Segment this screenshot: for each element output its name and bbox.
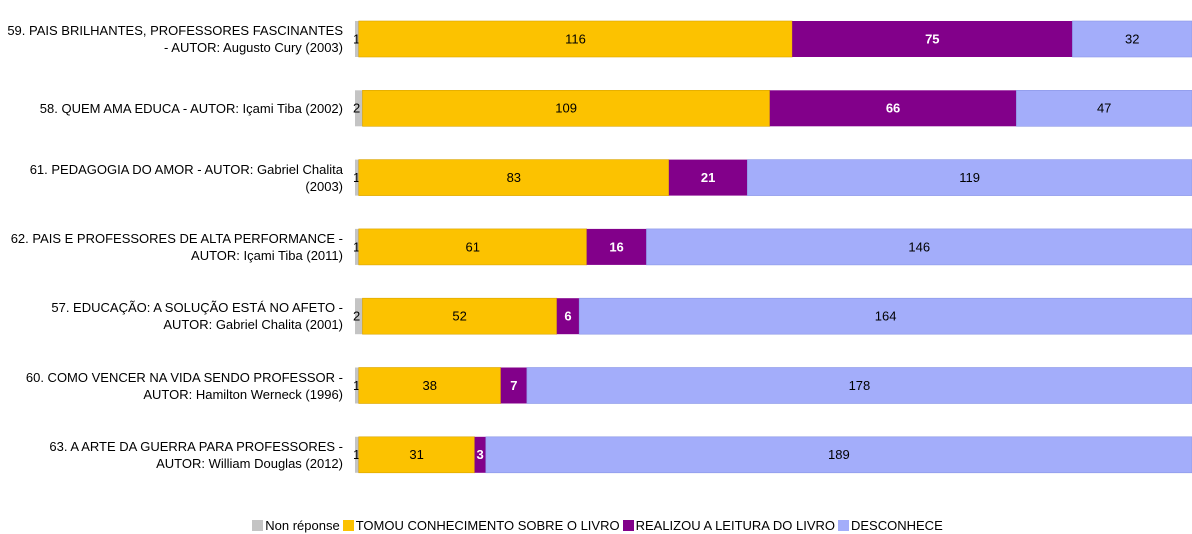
- value-label: 7: [510, 378, 517, 393]
- legend-swatch: [342, 520, 354, 531]
- value-label: 47: [1097, 101, 1111, 116]
- bar-segment: [355, 21, 359, 57]
- value-label: 119: [959, 170, 980, 185]
- legend-swatch: [252, 520, 264, 531]
- value-label: 116: [565, 31, 586, 46]
- bar-segment: [355, 298, 363, 335]
- bar-segment: [358, 159, 670, 196]
- value-label: 32: [1125, 31, 1139, 46]
- value-label: 1: [353, 31, 360, 46]
- value-label: 2: [353, 309, 360, 324]
- bar-segment: [474, 436, 486, 473]
- category-label: 59. PAIS BRILHANTES, PROFESSORES FASCINA…: [7, 23, 343, 55]
- bar-segment: [355, 436, 359, 473]
- bar-segment: [646, 228, 1192, 266]
- value-label: 16: [609, 239, 623, 254]
- bar-segment: [556, 298, 580, 335]
- bar-segment: [358, 367, 502, 404]
- value-label: 109: [555, 101, 577, 116]
- bar-segment: [578, 297, 1192, 335]
- value-label: 31: [409, 447, 423, 462]
- bar-segment: [358, 436, 475, 474]
- value-label: 61: [465, 239, 479, 254]
- value-label: 6: [564, 309, 571, 324]
- bar-segment: [355, 159, 359, 196]
- bar-segment: [1072, 20, 1192, 58]
- legend-label: DESCONHECE: [851, 518, 943, 533]
- bar-segment: [358, 20, 793, 58]
- value-label: 1: [353, 447, 360, 462]
- bar-segment: [747, 159, 1192, 196]
- value-label: 1: [353, 170, 360, 185]
- category-label: 62. PAIS E PROFESSORES DE ALTA PERFORMAN…: [10, 230, 343, 263]
- bar-segment: [485, 436, 1192, 474]
- value-label: 2: [353, 101, 360, 116]
- bar-segment: [358, 228, 587, 266]
- legend-swatch: [622, 520, 634, 531]
- bar-segment: [355, 367, 359, 404]
- value-label: 146: [908, 239, 930, 254]
- value-label: 38: [422, 378, 436, 393]
- category-label: 57. EDUCAÇÃO: A SOLUÇÃO ESTÁ NO AFETO - …: [51, 300, 343, 333]
- bar-segment: [586, 228, 647, 265]
- legend-label: Non réponse: [265, 518, 340, 533]
- bar-segment: [769, 90, 1017, 127]
- legend-swatch: [838, 520, 849, 531]
- value-label: 52: [452, 309, 466, 324]
- value-label: 189: [828, 447, 850, 462]
- value-label: 1: [353, 378, 360, 393]
- bar-segment: [362, 297, 558, 335]
- bar-segment: [1016, 90, 1192, 127]
- legend: Non réponse TOMOU CONHECIMENTO SOBRE O LI…: [0, 518, 1192, 533]
- bar-segment: [792, 21, 1073, 57]
- value-label: 75: [925, 31, 939, 46]
- value-label: 21: [701, 170, 715, 185]
- category-label: 61. PEDAGOGIA DO AMOR - AUTOR: Gabriel C…: [29, 161, 343, 194]
- category-label: 60. COMO VENCER NA VIDA SENDO PROFESSOR …: [25, 369, 343, 402]
- legend-label: TOMOU CONHECIMENTO SOBRE O LIVRO: [355, 518, 620, 533]
- value-label: 1: [353, 239, 360, 254]
- value-label: 66: [886, 101, 900, 116]
- bar-segment: [355, 90, 363, 127]
- category-label: 63. A ARTE DA GUERRA PARA PROFESSORES - …: [49, 438, 343, 471]
- bar-segment: [355, 228, 359, 265]
- bar-segment: [362, 90, 771, 127]
- category-label: 58. QUEM AMA EDUCA - AUTOR: Içami Tiba (…: [39, 100, 343, 116]
- bar-segment: [526, 367, 1192, 404]
- bar-segment: [668, 159, 748, 196]
- value-label: 164: [875, 309, 897, 324]
- bar-segment: [500, 367, 527, 404]
- value-label: 83: [507, 170, 521, 185]
- value-label: 178: [849, 378, 871, 393]
- value-label: 3: [477, 447, 484, 462]
- legend-label: REALIZOU A LEITURA DO LIVRO: [635, 518, 835, 533]
